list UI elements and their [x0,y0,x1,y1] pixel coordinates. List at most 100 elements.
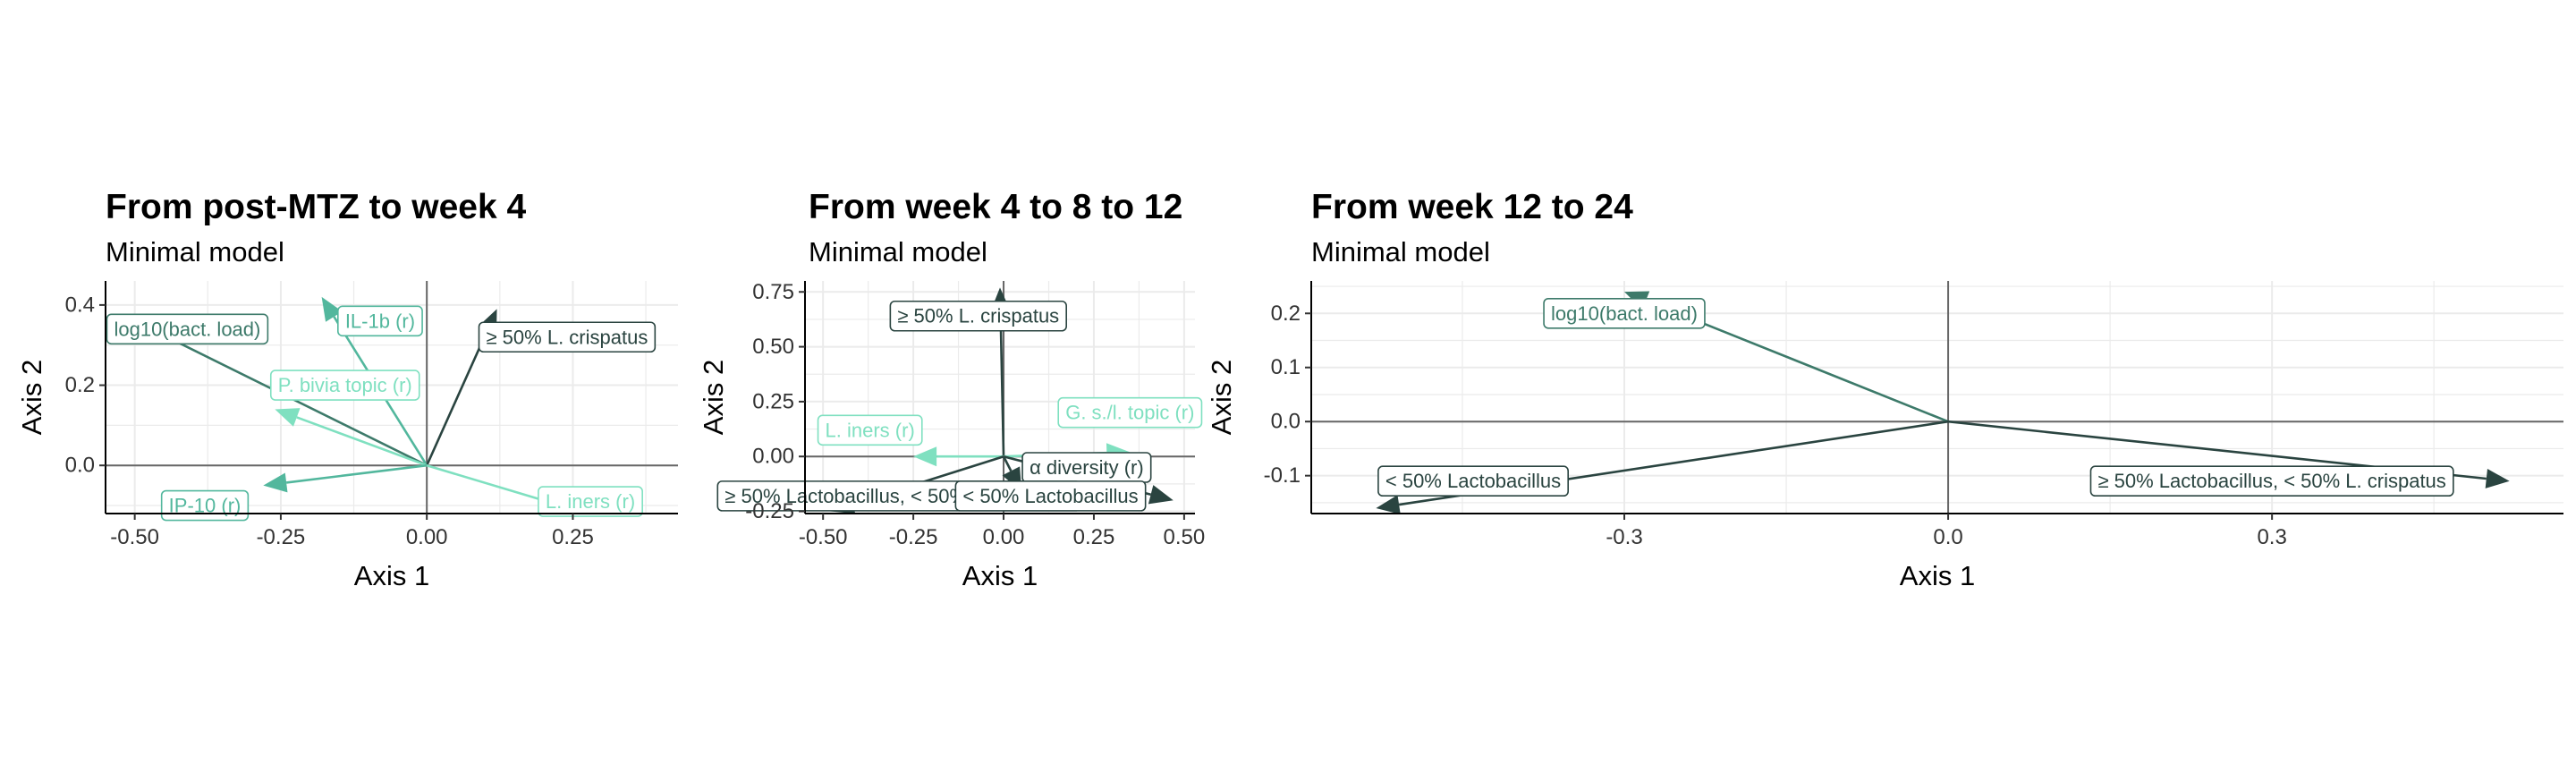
arrow-head [263,472,288,493]
arrow-label: ≥ 50% L. crispatus [889,300,1067,332]
arrow-head [1148,485,1174,505]
arrow-label: < 50% Lactobacillus [1377,465,1569,497]
x-tick-label: 0.25 [552,525,594,549]
panel-post-mtz-to-week-4: From post-MTZ to week 4 Minimal model lo… [16,188,678,591]
arrow-shaft [999,310,1005,457]
arrow-label-text: α diversity (r) [1030,456,1144,479]
y-tick-label: 0.1 [1271,355,1301,379]
panel-subtitle: Minimal model [106,236,284,268]
arrow-head [275,408,301,427]
x-tick-label: 0.0 [1933,525,1962,549]
arrow-label-text: log10(bact. load) [114,318,260,340]
y-tick-label: 0.75 [752,280,794,304]
arrow-label-box [1543,297,1706,329]
x-tick-label: -0.25 [257,525,306,549]
y-tick-label: 0.4 [65,293,95,317]
zero-lines [106,281,678,514]
arrow-label-box [1057,396,1203,429]
y-tick-label: 0.25 [752,389,794,413]
arrow-label: log10(bact. load) [106,313,269,345]
arrow-head [1376,495,1401,514]
arrow-label-box [337,305,423,337]
y-tick-label: -0.25 [745,499,794,523]
x-axis: -0.50 -0.25 0.00 0.25 0.50 [799,513,1206,549]
y-tick-label: 0.0 [1271,410,1301,434]
x-tick-label: 0.3 [2257,525,2286,549]
arrow-label-box [538,486,643,517]
y-tick-label: 0.50 [752,335,794,359]
arrow-label: α diversity (r) [1021,452,1152,483]
arrow-shaft [425,329,489,466]
arrow-labels: ≥ 50% L. crispatus G. s./l. topic (r) L. i… [716,300,1203,512]
arrow-label-text: P. bivia topic (r) [278,374,412,396]
y-axis-label: Axis 2 [698,360,729,435]
y-tick-label: 0.2 [65,373,95,397]
arrow-label: IP-10 (r) [160,489,250,522]
arrow-head [2485,469,2510,488]
arrow-label-text: L. iners (r) [826,419,915,441]
panel-title: From week 12 to 24 [1311,188,1633,226]
arrow-label-text: G. s./l. topic (r) [1065,402,1194,424]
panel-subtitle: Minimal model [1311,236,1490,268]
arrow-label: L. iners (r) [817,414,923,446]
arrow-label: IL-1b (r) [337,305,423,337]
panel-week-4-to-8-to-12: From week 4 to 8 to 12 Minimal model ≥ 5… [698,188,1205,591]
arrow-label: ≥ 50% Lactobacillus, < 50% L. crispatus [2089,465,2454,497]
y-axis: -0.1 0.0 0.1 0.2 [1264,281,1312,514]
arrow-label-text: IL-1b (r) [345,310,415,332]
arrow-label-box [817,414,923,446]
x-axis-label: Axis 1 [354,560,429,591]
y-tick-label: 0.2 [1271,302,1301,326]
x-tick-label: -0.3 [1606,525,1642,549]
y-tick-label: 0.0 [65,454,95,478]
panel-subtitle: Minimal model [809,236,987,268]
arrow-label: L. iners (r) [538,486,643,517]
panel-title: From post-MTZ to week 4 [106,188,527,226]
arrow-head [913,446,937,467]
arrow-label-text: ≥ 50% L. crispatus [897,305,1059,327]
x-axis: -0.3 0.0 0.3 [1311,513,2563,549]
y-axis: 0.0 0.2 0.4 [65,281,106,514]
arrow-label: P. bivia topic (r) [269,370,420,401]
x-tick-label: -0.50 [799,525,848,549]
panel-title: From week 4 to 8 to 12 [809,188,1182,226]
y-axis-label: Axis 2 [16,360,47,435]
arrow-label-text: < 50% Lactobacillus [1385,470,1561,492]
y-tick-label: -0.1 [1264,463,1301,488]
y-axis: -0.25 0.00 0.25 0.50 0.75 [745,280,806,523]
arrow-label: ≥ 50% L. crispatus [478,321,657,353]
arrow-head [630,517,655,536]
arrow-head [321,296,343,322]
x-tick-label: 0.50 [1164,525,1206,549]
arrow-label-text: ≥ 50% Lactobacillus, < 50% L. crispatus [2097,470,2445,492]
arrow-label: G. s./l. topic (r) [1057,396,1203,429]
arrow-label-text: log10(bact. load) [1551,302,1698,325]
arrow-label-text: < 50% Lactobacillus [962,485,1138,507]
panel-week-12-to-24: From week 12 to 24 Minimal model log10(b… [1206,188,2563,591]
arrow-label-box [269,370,420,401]
arrow-shaft [296,416,428,467]
arrow-shaft [285,463,428,484]
arrow-shaft [1002,455,1013,471]
arrow-label: < 50% Lactobacillus [954,480,1147,512]
arrow-label-box [889,300,1067,332]
x-tick-label: 0.00 [406,525,448,549]
arrow-label-box [1377,465,1569,497]
x-axis-label: Axis 1 [1900,560,1975,591]
x-tick-label: -0.50 [110,525,159,549]
x-axis: -0.50 -0.25 0.00 0.25 [106,513,678,549]
arrow-label-text: ≥ 50% L. crispatus [487,326,648,348]
arrow-label-text: L. iners (r) [546,490,635,513]
y-axis-label: Axis 2 [1206,360,1237,435]
arrow-label-box [2089,465,2454,497]
arrow-label: log10(bact. load) [1543,297,1706,329]
zero-lines [1311,281,2563,514]
arrow-shaft [426,463,592,514]
x-tick-label: 0.25 [1073,525,1115,549]
arrow-label-box [478,321,657,353]
x-axis-label: Axis 1 [962,560,1038,591]
arrow-label-box [106,313,269,345]
x-tick-label: 0.00 [983,525,1025,549]
arrow-label-box [954,480,1147,512]
